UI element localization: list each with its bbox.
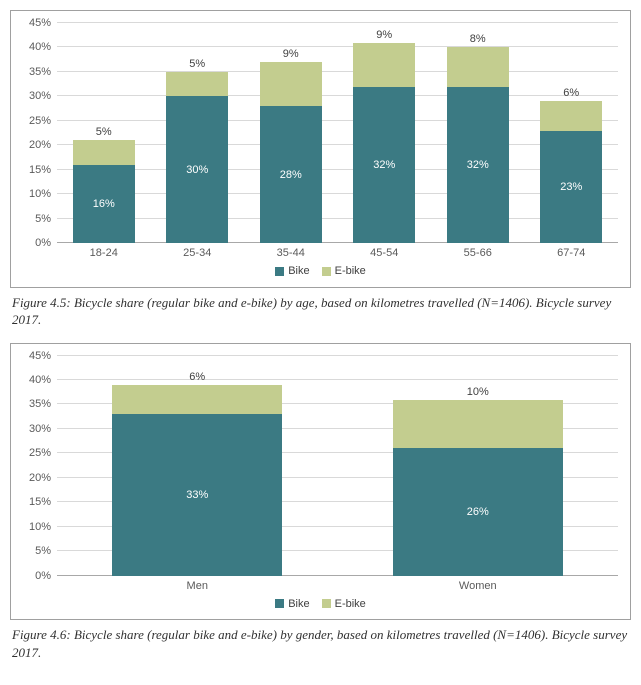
legend: Bike E-bike <box>11 592 630 620</box>
bar-value-label: 9% <box>283 48 299 60</box>
legend-item: E-bike <box>322 598 366 610</box>
legend-swatch <box>322 599 331 608</box>
x-axis: MenWomen <box>57 580 618 592</box>
bar-slot: 30%5% <box>151 23 245 243</box>
y-tick-label: 30% <box>29 423 57 435</box>
legend-item: Bike <box>275 598 309 610</box>
y-tick-label: 0% <box>35 237 57 249</box>
bar-value-label: 9% <box>376 29 392 41</box>
y-tick-label: 40% <box>29 374 57 386</box>
bar-segment-e-bike: 5% <box>73 140 135 164</box>
bars-row: 16%5%30%5%28%9%32%9%32%8%23%6% <box>57 23 618 243</box>
bar-value-label: 5% <box>96 126 112 138</box>
y-tick-label: 15% <box>29 496 57 508</box>
bar-value-label: 6% <box>563 87 579 99</box>
chart: 0%5%10%15%20%25%30%35%40%45%33%6%26%10%M… <box>10 343 631 621</box>
plot-area: 0%5%10%15%20%25%30%35%40%45%16%5%30%5%28… <box>57 23 618 243</box>
figure-caption: Figure 4.6: Bicycle share (regular bike … <box>12 626 629 661</box>
bar-segment-e-bike: 9% <box>353 43 415 87</box>
bar-segment-e-bike: 8% <box>447 47 509 86</box>
bar-segment-e-bike: 10% <box>393 400 563 449</box>
bar-slot: 32%8% <box>431 23 525 243</box>
bar-value-label: 8% <box>470 33 486 45</box>
bar-segment-bike: 23% <box>540 131 602 243</box>
y-tick-label: 0% <box>35 570 57 582</box>
y-tick-label: 35% <box>29 398 57 410</box>
bar-segment-e-bike: 6% <box>112 385 282 414</box>
bar: 30%5% <box>166 72 228 243</box>
x-tick-label: 67-74 <box>525 247 619 259</box>
bar-value-label: 6% <box>189 371 205 383</box>
bar-segment-e-bike: 6% <box>540 101 602 130</box>
x-tick-label: Women <box>338 580 619 592</box>
legend-label: Bike <box>288 265 309 277</box>
plot-area: 0%5%10%15%20%25%30%35%40%45%33%6%26%10% <box>57 356 618 576</box>
y-tick-label: 10% <box>29 188 57 200</box>
legend-swatch <box>275 267 284 276</box>
x-axis: 18-2425-3435-4445-5455-6667-74 <box>57 247 618 259</box>
y-tick-label: 20% <box>29 139 57 151</box>
bars-row: 33%6%26%10% <box>57 356 618 576</box>
y-tick-label: 45% <box>29 350 57 362</box>
bar-segment-bike: 26% <box>393 448 563 575</box>
bar-slot: 16%5% <box>57 23 151 243</box>
bar-slot: 32%9% <box>338 23 432 243</box>
y-tick-label: 15% <box>29 164 57 176</box>
chart: 0%5%10%15%20%25%30%35%40%45%16%5%30%5%28… <box>10 10 631 288</box>
bar-segment-e-bike: 5% <box>166 72 228 96</box>
y-tick-label: 20% <box>29 472 57 484</box>
legend-label: Bike <box>288 598 309 610</box>
legend-label: E-bike <box>335 598 366 610</box>
bar: 33%6% <box>112 385 282 576</box>
x-tick-label: 55-66 <box>431 247 525 259</box>
legend-swatch <box>275 599 284 608</box>
bar-segment-e-bike: 9% <box>260 62 322 106</box>
legend-swatch <box>322 267 331 276</box>
y-tick-label: 30% <box>29 90 57 102</box>
bar-segment-bike: 16% <box>73 165 135 243</box>
y-tick-label: 40% <box>29 41 57 53</box>
bar-slot: 33%6% <box>57 356 338 576</box>
bar-segment-bike: 33% <box>112 414 282 575</box>
x-tick-label: 18-24 <box>57 247 151 259</box>
bar: 16%5% <box>73 140 135 243</box>
y-tick-label: 5% <box>35 213 57 225</box>
y-tick-label: 5% <box>35 545 57 557</box>
x-tick-label: 45-54 <box>338 247 432 259</box>
x-tick-label: Men <box>57 580 338 592</box>
bar: 32%9% <box>353 43 415 243</box>
bar: 32%8% <box>447 47 509 243</box>
bar: 26%10% <box>393 400 563 576</box>
bar-value-label: 10% <box>467 386 489 398</box>
y-tick-label: 35% <box>29 66 57 78</box>
y-tick-label: 25% <box>29 447 57 459</box>
bar: 23%6% <box>540 101 602 243</box>
x-tick-label: 35-44 <box>244 247 338 259</box>
y-tick-label: 25% <box>29 115 57 127</box>
bar-segment-bike: 28% <box>260 106 322 243</box>
y-tick-label: 45% <box>29 17 57 29</box>
legend-label: E-bike <box>335 265 366 277</box>
legend: Bike E-bike <box>11 259 630 287</box>
legend-item: Bike <box>275 265 309 277</box>
bar-slot: 28%9% <box>244 23 338 243</box>
y-tick-label: 10% <box>29 521 57 533</box>
bar-segment-bike: 32% <box>353 87 415 243</box>
bar-slot: 23%6% <box>525 23 619 243</box>
bar-segment-bike: 30% <box>166 96 228 243</box>
bar: 28%9% <box>260 62 322 243</box>
bar-slot: 26%10% <box>338 356 619 576</box>
x-tick-label: 25-34 <box>151 247 245 259</box>
bar-value-label: 5% <box>189 58 205 70</box>
figure-caption: Figure 4.5: Bicycle share (regular bike … <box>12 294 629 329</box>
legend-item: E-bike <box>322 265 366 277</box>
bar-segment-bike: 32% <box>447 87 509 243</box>
